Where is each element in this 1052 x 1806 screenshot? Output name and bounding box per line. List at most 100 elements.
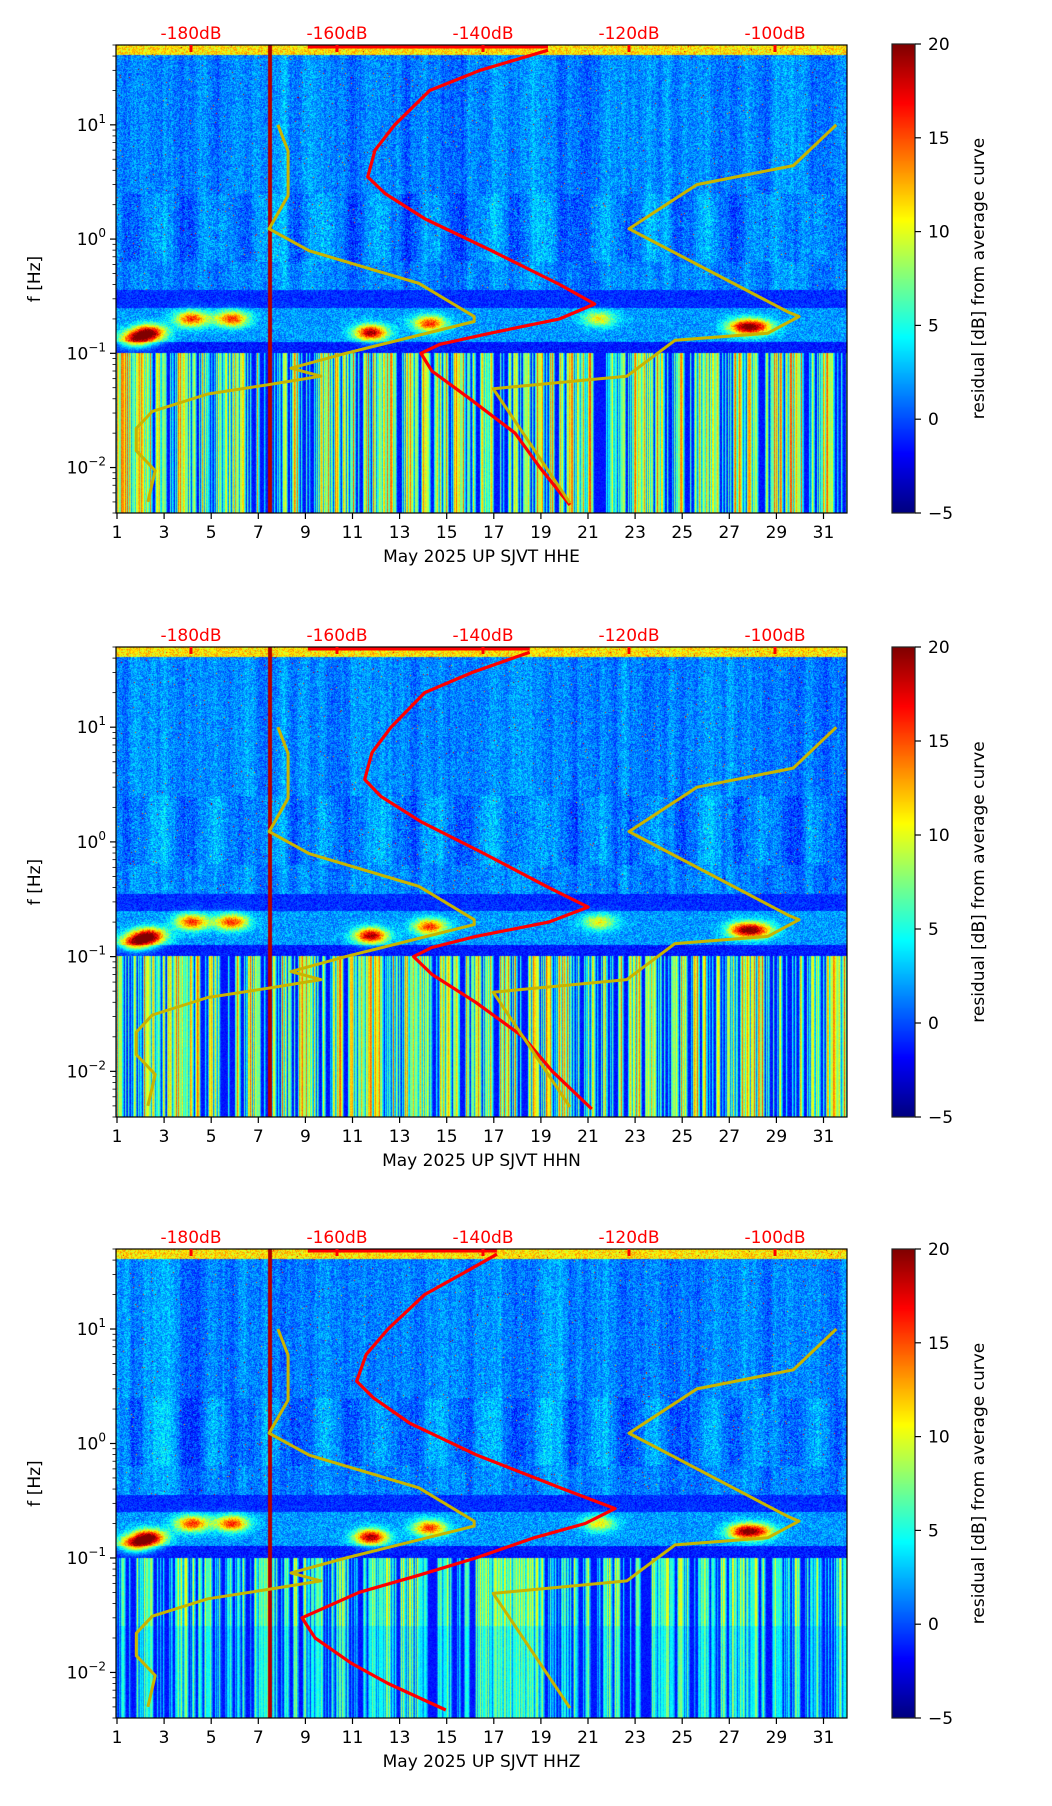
median-psd-curve (300, 1252, 617, 1712)
colorbar-label: residual [dB] from average curve (969, 138, 989, 419)
plot-frame (115, 44, 848, 514)
colorbar-frame (891, 1248, 916, 1719)
x-tick-label: 13 (389, 523, 411, 543)
top-axis-label: -120dB (598, 1228, 659, 1248)
x-tick-label: 3 (159, 1728, 170, 1748)
y-tick-label: 100 (77, 226, 106, 250)
colorbar-tick-label: 20 (928, 1240, 950, 1260)
top-axis-label: -160dB (306, 1228, 367, 1248)
colorbar-gradient-hhz (892, 1249, 915, 1718)
median-psd-curve (366, 48, 597, 506)
colorbar-tick-label: 0 (928, 410, 939, 430)
y-tick-label: 101 (77, 112, 106, 136)
x-tick-label: 29 (766, 1127, 788, 1147)
x-tick-label: 29 (766, 1728, 788, 1748)
y-tick-label: 10−2 (67, 455, 106, 479)
x-tick-label: 11 (342, 1728, 364, 1748)
top-axis-label: -180dB (160, 24, 221, 44)
colorbar-label: residual [dB] from average curve (969, 741, 989, 1022)
x-tick-label: 7 (253, 1728, 264, 1748)
colorbar-frame (891, 646, 916, 1118)
colorbar-tick-label: 10 (928, 223, 950, 243)
x-tick-label: 29 (766, 523, 788, 543)
colorbar-tick-label: 10 (928, 1428, 950, 1448)
x-tick-label: 9 (300, 523, 311, 543)
x-tick-label: 21 (577, 1127, 599, 1147)
x-tick-label: 5 (206, 1127, 217, 1147)
x-tick-label: 25 (671, 523, 693, 543)
y-axis-label: f [Hz] (25, 859, 45, 905)
colorbar-tick-label: 15 (928, 1334, 950, 1354)
top-axis-label: -120dB (598, 626, 659, 646)
y-tick-label: 100 (77, 1430, 106, 1454)
top-axis-label: -160dB (306, 24, 367, 44)
x-axis-label: May 2025 UP SJVT HHZ (383, 1752, 581, 1772)
x-tick-label: 9 (300, 1127, 311, 1147)
x-tick-label: 1 (112, 523, 123, 543)
nhnm-curve (491, 1327, 838, 1709)
x-tick-label: 25 (671, 1728, 693, 1748)
median-psd-curve (363, 650, 593, 1111)
y-tick-label: 100 (77, 829, 106, 853)
top-axis-label: -140dB (452, 24, 513, 44)
top-axis-label: -120dB (598, 24, 659, 44)
plot-frame (115, 646, 848, 1118)
x-tick-label: 7 (253, 523, 264, 543)
colorbar-tick-label: 0 (928, 1014, 939, 1034)
x-tick-label: 31 (813, 523, 835, 543)
y-axis-label: f [Hz] (25, 256, 45, 302)
x-tick-label: 23 (624, 1728, 646, 1748)
x-tick-label: 13 (389, 1728, 411, 1748)
y-tick-label: 101 (77, 1316, 106, 1340)
x-tick-label: 19 (530, 1728, 552, 1748)
x-axis-label: May 2025 UP SJVT HHN (382, 1151, 581, 1171)
x-tick-label: 5 (206, 1728, 217, 1748)
colorbar-tick-label: 5 (928, 1521, 939, 1541)
colorbar-label: residual [dB] from average curve (969, 1343, 989, 1624)
colorbar-tick-label: 5 (928, 920, 939, 940)
nlnm-curve (134, 726, 476, 1107)
y-tick-label: 10−2 (67, 1058, 106, 1082)
colorbar-tick-label: 20 (928, 35, 950, 55)
colorbar-tick-label: 15 (928, 129, 950, 149)
x-tick-label: 13 (389, 1127, 411, 1147)
colorbar-tick-label: −5 (928, 504, 953, 524)
y-tick-label: 10−2 (67, 1659, 106, 1683)
x-tick-label: 27 (718, 1728, 740, 1748)
y-tick-label: 101 (77, 714, 106, 738)
x-tick-label: 5 (206, 523, 217, 543)
x-tick-label: 7 (253, 1127, 264, 1147)
x-tick-label: 17 (483, 1728, 505, 1748)
top-axis-label: -100dB (744, 1228, 805, 1248)
x-tick-label: 17 (483, 1127, 505, 1147)
x-tick-label: 19 (530, 1127, 552, 1147)
y-axis-label: f [Hz] (25, 1460, 45, 1506)
colorbar: −5 0 5 10 15 20 residual [dB] from average cur… (891, 35, 989, 524)
x-tick-label: 9 (300, 1728, 311, 1748)
plot-frame (115, 1248, 848, 1719)
colorbar-tick-label: −5 (928, 1709, 953, 1729)
nlnm-curve (134, 124, 476, 503)
nhnm-curve (491, 123, 838, 504)
x-tick-label: 1 (112, 1728, 123, 1748)
top-axis-label: -100dB (744, 24, 805, 44)
x-tick-label: 11 (342, 1127, 364, 1147)
x-tick-label: 25 (671, 1127, 693, 1147)
x-tick-label: 11 (342, 523, 364, 543)
x-tick-label: 21 (577, 1728, 599, 1748)
top-axis-label: -140dB (452, 1228, 513, 1248)
colorbar-frame (891, 43, 916, 514)
colorbar-tick-label: 15 (928, 732, 950, 752)
x-tick-label: 15 (436, 1127, 458, 1147)
colorbar: −5 0 5 10 15 20 residual [dB] from average cur… (891, 638, 989, 1128)
colorbar-tick-label: −5 (928, 1108, 953, 1128)
x-tick-label: 3 (159, 523, 170, 543)
x-tick-label: 3 (159, 1127, 170, 1147)
y-tick-label: 10−1 (67, 340, 106, 364)
x-tick-label: 31 (813, 1127, 835, 1147)
nlnm-curve (134, 1328, 476, 1708)
colorbar-gradient-hhn (892, 647, 915, 1117)
